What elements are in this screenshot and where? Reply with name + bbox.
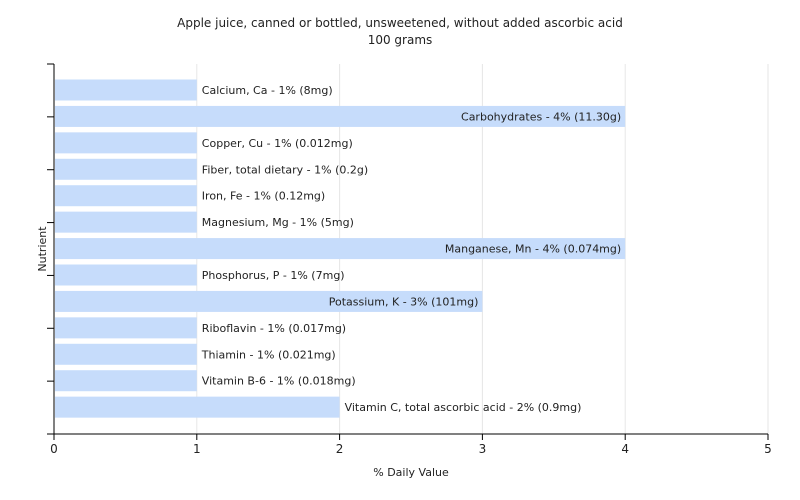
bar xyxy=(55,396,340,418)
bar xyxy=(55,317,197,339)
bar-label: Fiber, total dietary - 1% (0.2g) xyxy=(202,163,368,176)
bar xyxy=(55,158,197,180)
bar-label: Phosphorus, P - 1% (7mg) xyxy=(202,269,345,282)
bar xyxy=(55,238,626,260)
bar xyxy=(55,211,197,233)
bar-label: Calcium, Ca - 1% (8mg) xyxy=(202,84,333,97)
bar-label: Copper, Cu - 1% (0.012mg) xyxy=(202,137,353,150)
bar-label: Potassium, K - 3% (101mg) xyxy=(329,295,479,308)
axes: 0 1 2 3 4 5 xyxy=(47,63,772,456)
bar-label: Manganese, Mn - 4% (0.074mg) xyxy=(445,243,621,256)
bars: Calcium, Ca - 1% (8mg) Carbohydrates - 4%… xyxy=(55,79,626,418)
bar xyxy=(55,132,197,154)
bar xyxy=(55,290,483,312)
bar xyxy=(55,79,197,101)
bar-label: Magnesium, Mg - 1% (5mg) xyxy=(202,216,354,229)
chart-title: Apple juice, canned or bottled, unsweete… xyxy=(177,16,623,30)
bar xyxy=(55,185,197,207)
x-tick-label: 2 xyxy=(336,442,344,456)
bar xyxy=(55,105,626,127)
chart-subtitle: 100 grams xyxy=(368,33,433,47)
bar-label: Vitamin B-6 - 1% (0.018mg) xyxy=(202,375,356,388)
x-tick-label: 5 xyxy=(764,442,772,456)
x-tick-label: 0 xyxy=(50,442,58,456)
y-axis-label: Nutrient xyxy=(36,226,49,272)
bar-label: Vitamin C, total ascorbic acid - 2% (0.9… xyxy=(345,401,582,414)
bar-label: Riboflavin - 1% (0.017mg) xyxy=(202,322,346,335)
x-tick-label: 3 xyxy=(479,442,487,456)
x-tick-label: 1 xyxy=(193,442,201,456)
bar xyxy=(55,370,197,392)
x-tick-label: 4 xyxy=(621,442,629,456)
bar xyxy=(55,264,197,286)
bar-label: Thiamin - 1% (0.021mg) xyxy=(201,348,336,361)
bar-label: Carbohydrates - 4% (11.30g) xyxy=(461,110,621,123)
x-axis-label: % Daily Value xyxy=(373,466,449,479)
bar xyxy=(55,343,197,365)
bar-label: Iron, Fe - 1% (0.12mg) xyxy=(202,190,325,203)
